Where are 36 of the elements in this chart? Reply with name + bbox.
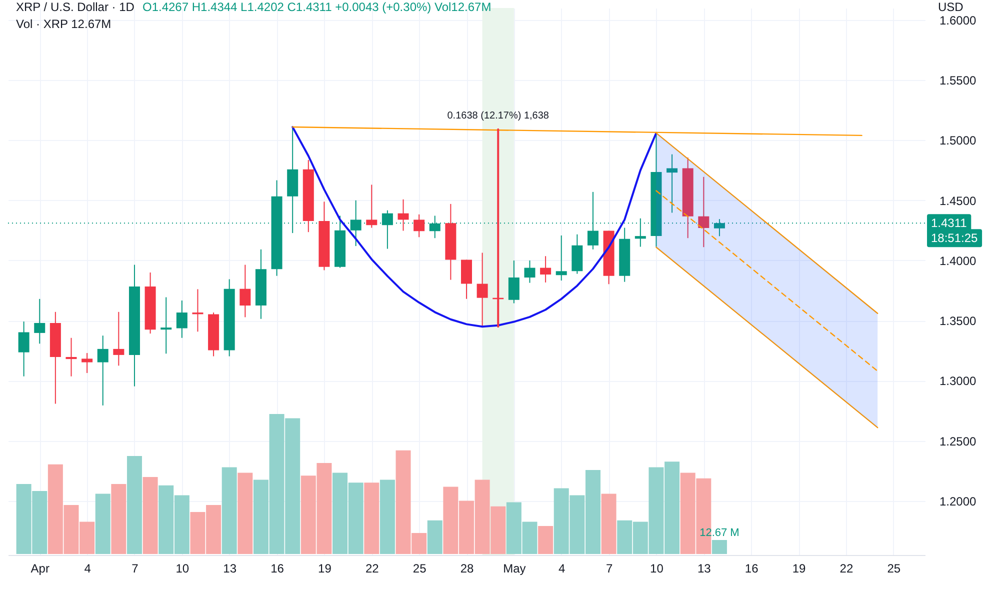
- x-tick-label: 28: [460, 562, 474, 576]
- y-axis-title: USD: [938, 0, 964, 14]
- y-tick-label: 1.5500: [940, 74, 977, 88]
- x-tick-label: 19: [318, 562, 332, 576]
- y-tick-label: 1.4500: [940, 194, 977, 208]
- ref-line-label: 1.4311: [931, 216, 968, 230]
- x-tick-label: May: [503, 562, 526, 576]
- x-tick-label: 7: [132, 562, 139, 576]
- y-tick-label: 1.2000: [940, 494, 977, 508]
- x-tick-label: Apr: [30, 562, 50, 576]
- x-tick-label: 13: [223, 562, 237, 576]
- x-tick-label: 19: [792, 562, 806, 576]
- annotation: 0.1638 (12.17%) 1,638: [447, 110, 550, 122]
- annotation: 12.67 M: [700, 527, 740, 539]
- annotation: O1.4267 H1.4344 L1.4202 C1.4311 +0.0043 (+0.30%) Vol12.67M: [142, 0, 492, 14]
- x-tick-label: 4: [84, 562, 92, 576]
- y-tick-label: 1.5000: [940, 134, 977, 148]
- y-tick-label: 1.6000: [940, 14, 977, 28]
- x-tick-label: 7: [606, 562, 613, 576]
- x-tick-label: 10: [650, 562, 664, 576]
- y-tick-label: 1.3000: [940, 374, 977, 388]
- x-tick-label: 13: [697, 562, 712, 576]
- x-tick-label: 4: [558, 562, 566, 576]
- y-tick-label: 1.4000: [940, 254, 977, 268]
- x-tick-label: 25: [887, 562, 901, 576]
- annotation: Vol · XRP 12.67M: [16, 17, 112, 31]
- y-tick-label: 1.2500: [940, 434, 977, 448]
- x-tick-label: 16: [270, 562, 284, 576]
- x-tick-label: 22: [840, 562, 854, 576]
- x-tick-label: 25: [412, 562, 427, 576]
- chart-title: XRP / U.S. Dollar · 1D: [16, 0, 134, 14]
- x-tick-label: 10: [176, 562, 190, 576]
- y-tick-label: 1.3500: [940, 314, 977, 328]
- x-tick-label: 22: [365, 562, 380, 576]
- annotation: 18:51:25: [931, 231, 978, 246]
- x-tick-label: 16: [744, 562, 759, 576]
